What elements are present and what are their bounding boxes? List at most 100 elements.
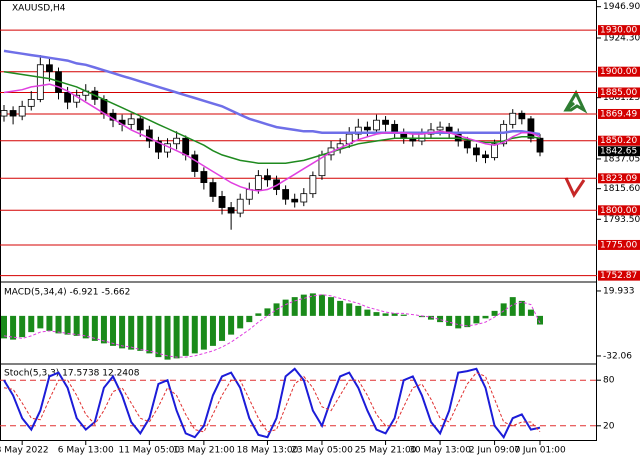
macd-bar (37, 315, 44, 329)
y-tick-label: -32.06 (603, 351, 632, 361)
level-label: 1930.00 (600, 26, 637, 36)
level-label: 1823.09 (600, 174, 637, 184)
macd-bar (119, 315, 126, 349)
candle-body (436, 126, 444, 131)
x-tick-label: 6 May 13:00 (58, 446, 114, 456)
candle-body (254, 175, 262, 190)
macd-bar (73, 315, 80, 336)
macd-bar (500, 303, 507, 316)
macd-bar (146, 315, 153, 354)
macd-bar (55, 315, 62, 334)
macd-bar (473, 315, 480, 324)
macd-bar (446, 315, 453, 326)
macd-bar (255, 313, 262, 316)
candle-body (491, 143, 498, 159)
y-tick-label: 1793.50 (603, 215, 640, 225)
macd-bar (264, 308, 271, 316)
macd-bar (291, 297, 298, 316)
macd-bar (355, 305, 362, 316)
macd-bar (200, 315, 207, 350)
candle-body (518, 112, 526, 120)
macd-bar (391, 313, 398, 316)
y-tick-label: 1924.30 (603, 34, 640, 44)
candle-body (145, 129, 153, 142)
x-tick-label: 11 May 05:00 (118, 446, 180, 456)
chart-title: XAUUSD,H4 (12, 4, 66, 14)
price-tag (598, 146, 640, 157)
candle-body (282, 189, 290, 200)
candle-body (0, 110, 8, 117)
macd-bar (373, 312, 380, 316)
candle-body (500, 123, 508, 145)
candle-body (218, 196, 226, 208)
line-series (3, 70, 541, 164)
macd-bar (491, 310, 498, 316)
macd-bar (28, 315, 35, 333)
candle-body (536, 137, 544, 153)
macd-bar (237, 315, 244, 329)
macd-bar (228, 315, 235, 335)
level-tag (598, 173, 640, 184)
macd-bar (219, 315, 226, 341)
macd-bar (318, 294, 325, 316)
macd-bar (455, 315, 462, 329)
candle-body (300, 193, 308, 203)
level-tag (598, 87, 640, 98)
candle-body (309, 175, 317, 195)
line-series (3, 294, 541, 358)
y-tick-label: 20 (603, 421, 615, 431)
candle-body (173, 137, 181, 145)
macd-bar (155, 315, 162, 358)
candle-body (373, 119, 380, 131)
macd-bar (1, 315, 7, 339)
y-tick-label: 1946.90 (603, 2, 640, 12)
price-label: 1842.65 (600, 147, 637, 157)
macd-bar (191, 315, 198, 354)
level-tag (598, 108, 640, 119)
level-label: 1775.00 (600, 240, 637, 250)
macd-bar (427, 315, 434, 320)
candle-body (236, 198, 244, 214)
x-tick-label: 23 May 05:00 (291, 446, 353, 456)
macd-bar (173, 315, 180, 359)
macd-bar (282, 299, 289, 316)
level-label: 1850.20 (600, 136, 637, 146)
macd-bar (164, 315, 171, 360)
candle-body (127, 118, 135, 125)
macd-bar (100, 315, 107, 344)
level-label: 1885.00 (600, 88, 637, 98)
x-tick-label: 3 May 2022 (0, 446, 49, 456)
candle-body (382, 119, 389, 125)
y-tick-label: 1881.25 (603, 93, 640, 103)
candle-body (18, 105, 26, 117)
level-tag (598, 66, 640, 77)
level-tag (598, 25, 640, 36)
candle-body (200, 171, 208, 183)
candle-body (264, 175, 271, 181)
macd-bar (364, 309, 371, 316)
macd-bar (64, 315, 71, 335)
candle-body (363, 126, 371, 131)
macd-title: MACD(5,34,4) -6.921 -5.662 (4, 288, 130, 298)
macd-bar (337, 300, 344, 316)
macd-bar (527, 309, 534, 316)
macd-bar (82, 315, 89, 339)
line-series (3, 371, 541, 433)
candle-body (354, 126, 362, 135)
level-tag (598, 239, 640, 250)
candle-body (473, 147, 480, 156)
level-tag (598, 135, 640, 146)
candle-body (64, 92, 71, 103)
y-tick-label: 1815.60 (603, 184, 640, 194)
plot-frame (0, 0, 597, 441)
macd-bar (418, 315, 425, 318)
candle-body (27, 99, 35, 107)
level-label: 1800.00 (600, 206, 637, 216)
y-tick-label: 19.933 (603, 286, 635, 296)
candle-body (155, 140, 162, 153)
y-tick-label: 1837.05 (603, 154, 640, 164)
macd-bar (110, 315, 117, 346)
macd-bar (518, 300, 525, 316)
macd-bar (91, 315, 98, 341)
